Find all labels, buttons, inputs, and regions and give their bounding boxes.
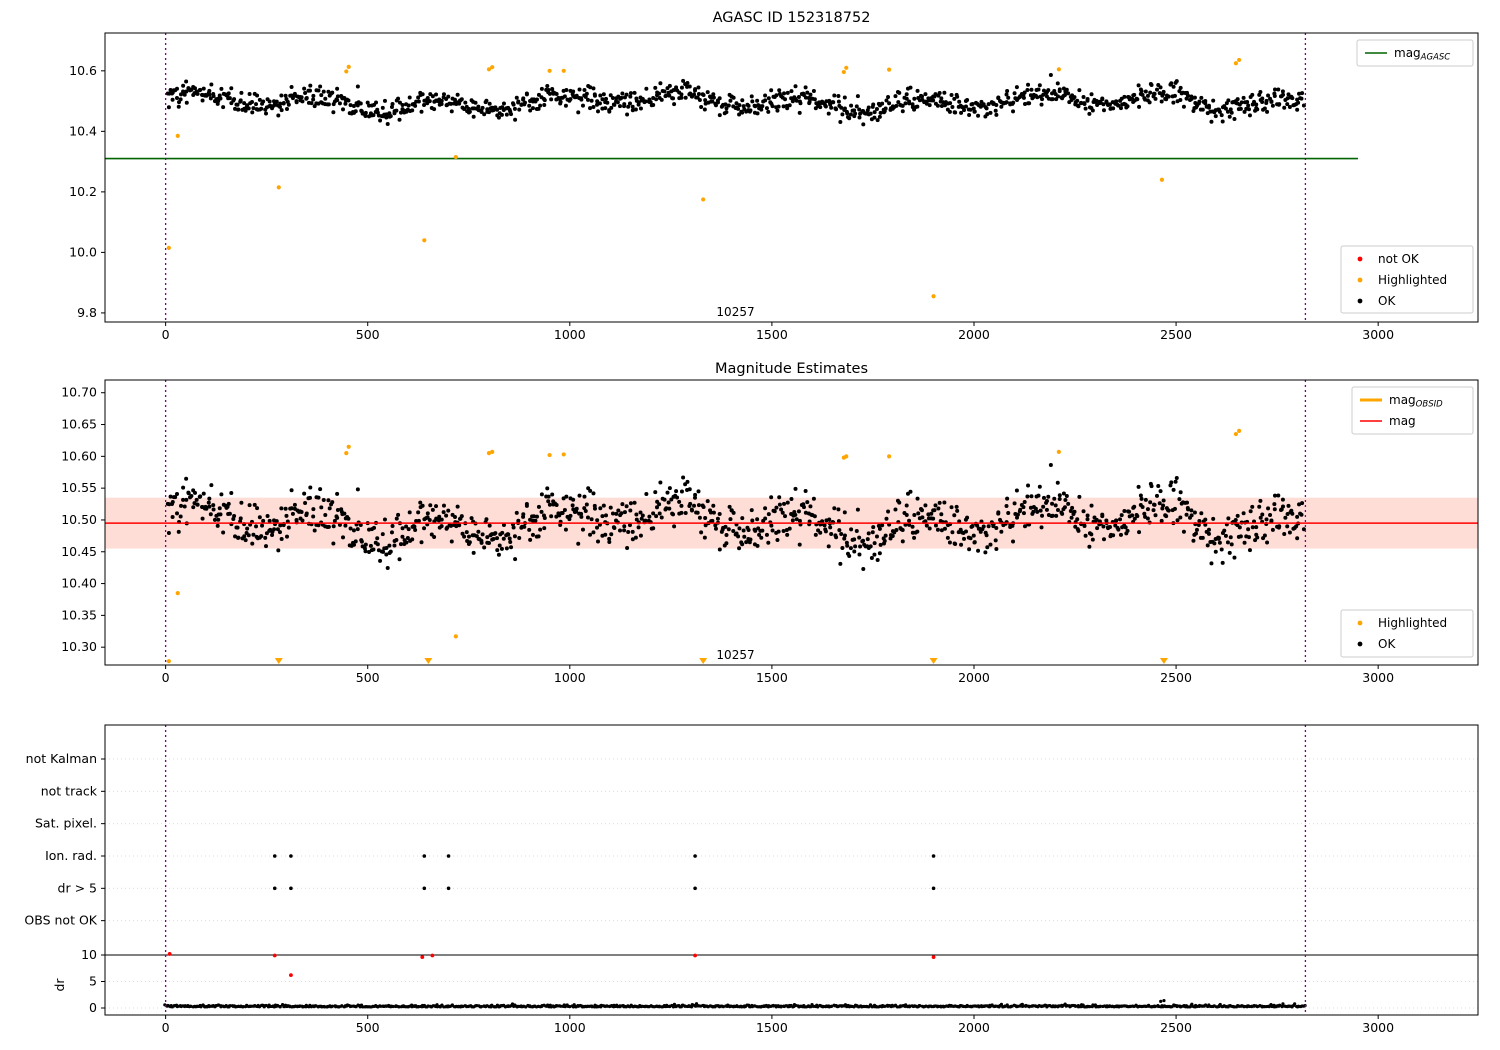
x-tick-label: 2000 bbox=[958, 1020, 990, 1035]
x-tick-label: 1000 bbox=[554, 327, 586, 342]
y-tick-label: 10.50 bbox=[61, 512, 97, 527]
x-tick-label: 0 bbox=[162, 327, 170, 342]
x-tick-label: 0 bbox=[162, 1020, 170, 1035]
highlighted-points bbox=[166, 57, 1242, 299]
legend-entry-label: Highlighted bbox=[1378, 616, 1447, 630]
clipped-point-triangle bbox=[699, 658, 708, 664]
x-tick-label: 1000 bbox=[554, 670, 586, 685]
axes-frame bbox=[104, 32, 1479, 323]
dr-axis-label: dr bbox=[52, 978, 67, 992]
category-label: OBS not OK bbox=[24, 913, 97, 928]
dr-tick-label: 5 bbox=[89, 974, 97, 989]
y-tick-label: 10.0 bbox=[69, 244, 97, 259]
legend-dot-sample bbox=[1357, 641, 1363, 647]
legend-entry-label: mag bbox=[1389, 414, 1416, 428]
legend-entry-label: OK bbox=[1378, 294, 1396, 308]
x-tick-label: 2000 bbox=[958, 670, 990, 685]
obsid-annotation: 10257 bbox=[716, 648, 754, 662]
x-tick-label: 500 bbox=[356, 670, 380, 685]
x-tick-label: 3000 bbox=[1362, 1020, 1394, 1035]
flag-points-dr-5 bbox=[272, 886, 936, 891]
y-tick-label: 10.55 bbox=[61, 480, 97, 495]
legend-dot-sample bbox=[1357, 277, 1363, 283]
plot-agasc-mag: 10257 0 500 1000 1500 2000 2500 3000 9.8 10.0 10.2… bbox=[69, 10, 1479, 342]
y-tick-label: 10.70 bbox=[61, 385, 97, 400]
y-tick-label: 10.35 bbox=[61, 607, 97, 622]
y-tick-label: 10.40 bbox=[61, 576, 97, 591]
x-tick-label: 1500 bbox=[756, 1020, 788, 1035]
legend-dot-sample bbox=[1357, 620, 1363, 626]
flag-points-ion-rad- bbox=[272, 854, 936, 858]
dr-tick-label: 0 bbox=[89, 1000, 97, 1015]
x-tick-label: 3000 bbox=[1362, 670, 1394, 685]
clipped-point-triangle bbox=[274, 658, 283, 664]
y-tick-label: 10.45 bbox=[61, 544, 97, 559]
plot-title-magnitude-estimates: Magnitude Estimates bbox=[715, 361, 868, 377]
x-tick-label: 2500 bbox=[1160, 1020, 1192, 1035]
x-tick-label: 1000 bbox=[554, 1020, 586, 1035]
x-tick-label: 1500 bbox=[756, 327, 788, 342]
legend-entry-label: magAGASC bbox=[1394, 46, 1450, 63]
dr-points bbox=[163, 998, 1307, 1009]
y-tick-label: 10.2 bbox=[69, 184, 97, 199]
legend-dot-sample bbox=[1357, 256, 1363, 262]
x-tick-label: 3000 bbox=[1362, 327, 1394, 342]
legend-mag-agasc bbox=[1356, 39, 1474, 67]
x-tick-label: 2000 bbox=[958, 327, 990, 342]
ok-points bbox=[165, 72, 1306, 127]
category-label: Sat. pixel. bbox=[35, 816, 97, 831]
legend-dot-sample bbox=[1357, 298, 1363, 304]
legend-point-types bbox=[1340, 609, 1474, 658]
category-label: Ion. rad. bbox=[45, 848, 97, 863]
y-tick-label: 10.4 bbox=[69, 123, 97, 138]
obsid-annotation: 10257 bbox=[716, 305, 754, 319]
plot-flags-dr: 0 500 1000 1500 2000 2500 3000 not Kalman not tr… bbox=[24, 724, 1479, 1035]
category-label: not Kalman bbox=[26, 751, 97, 766]
legend-point-types bbox=[1340, 245, 1474, 314]
plot-title-agasc-id: AGASC ID 152318752 bbox=[713, 10, 871, 26]
y-tick-label: 10.30 bbox=[61, 639, 97, 654]
highlighted-points bbox=[166, 428, 1242, 664]
legend-entry-label: OK bbox=[1378, 637, 1396, 651]
clipped-point-triangle bbox=[424, 658, 433, 664]
legend-entry-label: magOBSID bbox=[1389, 393, 1443, 410]
category-label: not track bbox=[41, 783, 98, 798]
y-tick-label: 10.65 bbox=[61, 417, 97, 432]
axes-frame bbox=[104, 379, 1479, 666]
x-tick-label: 1500 bbox=[756, 670, 788, 685]
x-tick-label: 2500 bbox=[1160, 327, 1192, 342]
legend-entry-label: not OK bbox=[1378, 252, 1420, 266]
x-tick-label: 0 bbox=[162, 670, 170, 685]
y-tick-label: 10.6 bbox=[69, 63, 97, 78]
legend-mag-lines bbox=[1351, 386, 1474, 435]
dr-tick-label: 10 bbox=[81, 947, 97, 962]
x-tick-label: 2500 bbox=[1160, 670, 1192, 685]
x-tick-label: 500 bbox=[356, 327, 380, 342]
clipped-point-triangle bbox=[929, 658, 938, 664]
x-tick-label: 500 bbox=[356, 1020, 380, 1035]
y-tick-label: 10.60 bbox=[61, 448, 97, 463]
dr-not-ok-points bbox=[167, 952, 936, 978]
category-label: dr > 5 bbox=[58, 880, 97, 895]
legend-entry-label: Highlighted bbox=[1378, 273, 1447, 287]
axes-frame bbox=[104, 724, 1479, 1016]
plot-magnitude-estimates: 10257 0 500 1000 1500 2000 2500 3000 10.30 10.35 1… bbox=[61, 361, 1479, 685]
y-tick-label: 9.8 bbox=[77, 305, 97, 320]
clipped-point-triangle bbox=[1159, 658, 1168, 664]
